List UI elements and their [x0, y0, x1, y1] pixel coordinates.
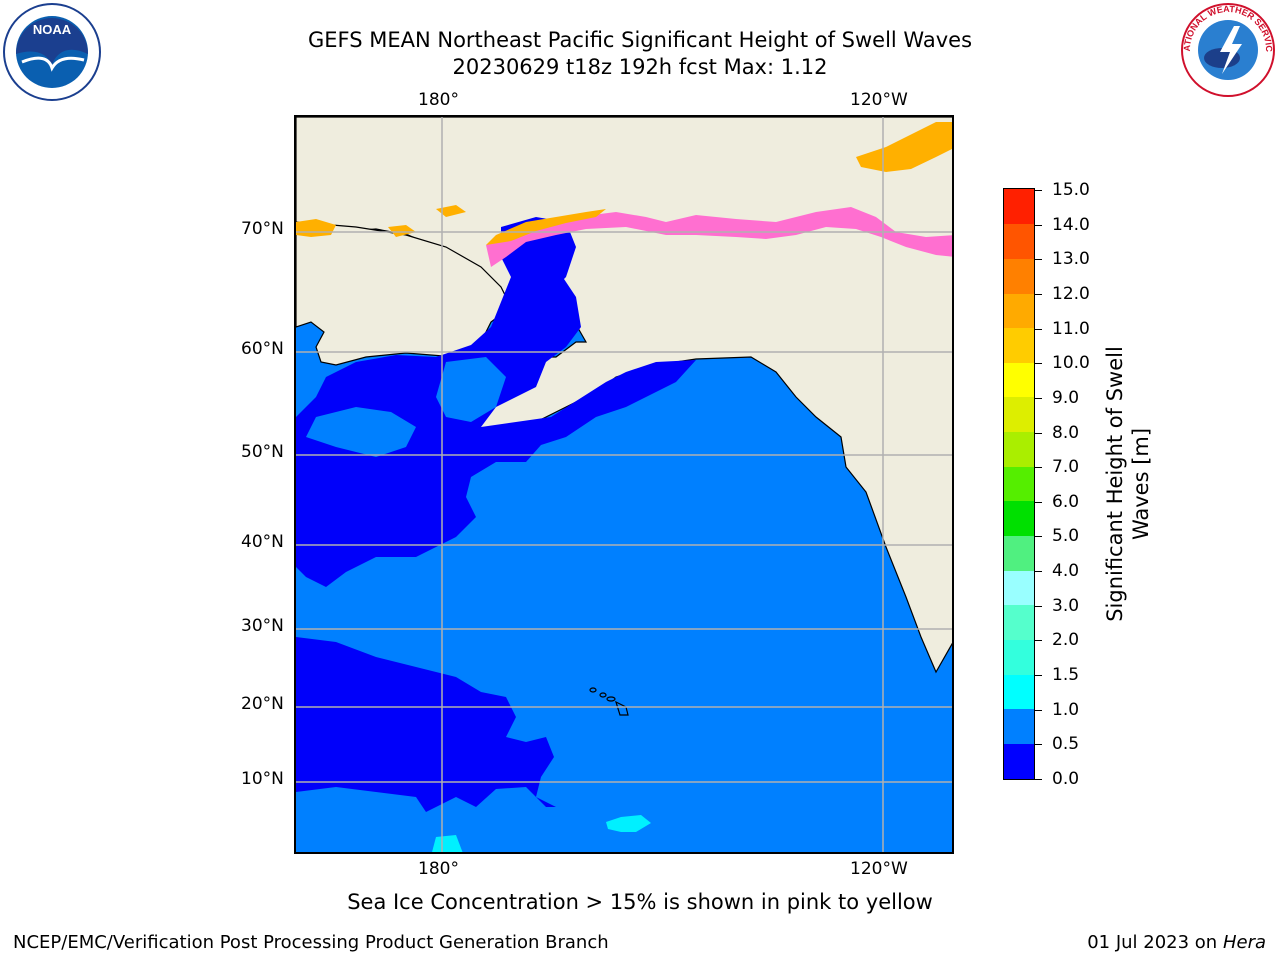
colorbar-tick-label: 13.0	[1052, 249, 1090, 270]
lat-label-60n: 60°N	[241, 339, 284, 359]
colorbar-segment	[1004, 674, 1034, 710]
colorbar-tick	[1034, 224, 1042, 226]
lat-label-50n: 50°N	[241, 442, 284, 462]
map-svg	[296, 117, 952, 852]
colorbar-title: Significant Height of Swell Waves [m]	[1102, 346, 1154, 622]
sea-ice-orange	[486, 209, 606, 245]
colorbar-tick	[1034, 779, 1042, 780]
colorbar-tick	[1034, 536, 1042, 538]
colorbar-tick-label: 12.0	[1052, 283, 1090, 304]
lat-label-70n: 70°N	[241, 219, 284, 239]
colorbar-tick	[1034, 709, 1042, 711]
noaa-logo-text: NOAA	[33, 22, 72, 37]
chart-title: GEFS MEAN Northeast Pacific Significant …	[307, 28, 973, 52]
colorbar-segment	[1004, 604, 1034, 640]
colorbar-tick	[1034, 675, 1042, 677]
colorbar-tick	[1034, 744, 1042, 746]
colorbar-tick	[1034, 293, 1042, 295]
colorbar-tick-label: 0.5	[1052, 734, 1080, 755]
ocean-swell-patch	[306, 407, 416, 457]
lat-label-40n: 40°N	[241, 532, 284, 552]
ocean-swell-1p0-1p5	[432, 835, 463, 852]
colorbar-tick	[1034, 501, 1042, 503]
lat-label-10n: 10°N	[241, 769, 284, 789]
colorbar-tick-label: 8.0	[1052, 422, 1080, 443]
colorbar-tick	[1034, 571, 1042, 573]
chart-subtitle: 20230629 t18z 192h fcst Max: 1.12	[452, 55, 828, 79]
colorbar-tick-label: 14.0	[1052, 214, 1090, 235]
colorbar-tick	[1034, 605, 1042, 607]
footer-date: 01 Jul 2023 on	[1087, 932, 1218, 953]
colorbar-tick-label: 9.0	[1052, 387, 1080, 408]
map-caption: Sea Ice Concentration > 15% is shown in …	[347, 890, 933, 914]
colorbar-segment	[1004, 570, 1034, 606]
colorbar-segment	[1004, 535, 1034, 571]
colorbar	[1003, 188, 1035, 780]
lat-label-30n: 30°N	[241, 616, 284, 636]
footer-run-info: 01 Jul 2023 on Hera	[1087, 932, 1266, 953]
top-lon-label-120w: 120°W	[850, 90, 908, 110]
colorbar-tick-label: 4.0	[1052, 561, 1080, 582]
colorbar-tick	[1034, 328, 1042, 330]
colorbar-segment	[1004, 500, 1034, 537]
colorbar-tick-label: 11.0	[1052, 318, 1090, 339]
colorbar-tick-label: 0.0	[1052, 769, 1080, 789]
ocean-swell-1p0-1p5	[606, 815, 651, 832]
bottom-lon-label-120w: 120°W	[850, 859, 908, 879]
hawaii-islands	[589, 687, 629, 716]
colorbar-tick	[1034, 363, 1042, 365]
noaa-logo: NOAA	[2, 2, 102, 102]
map-gridlines	[296, 117, 952, 852]
footer-branch: NCEP/EMC/Verification Post Processing Pr…	[13, 932, 609, 953]
sea-ice-pink	[486, 207, 952, 267]
colorbar-tick-label: 6.0	[1052, 491, 1080, 512]
map-panel	[294, 115, 954, 854]
colorbar-title-line1: Significant Height of Swell	[1103, 346, 1127, 622]
colorbar-tick-label: 5.0	[1052, 526, 1080, 547]
lat-label-20n: 20°N	[241, 694, 284, 714]
ocean-swell-0-0p5-north	[296, 247, 696, 587]
colorbar-segment	[1004, 396, 1034, 433]
top-lon-label-180: 180°	[418, 90, 459, 110]
nws-logo: NATIONAL WEATHER SERVICE	[1173, 0, 1280, 100]
colorbar-segment	[1004, 708, 1034, 744]
ocean-swell-0-0p5-south	[296, 637, 566, 812]
colorbar-tick-label: 1.5	[1052, 665, 1080, 686]
colorbar-tick	[1034, 432, 1042, 434]
colorbar-tick	[1034, 190, 1042, 191]
colorbar-segment	[1004, 639, 1034, 675]
bottom-lon-label-180: 180°	[418, 859, 459, 879]
colorbar-segment	[1004, 223, 1034, 259]
colorbar-tick-label: 3.0	[1052, 595, 1080, 616]
footer-host: Hera	[1222, 932, 1266, 953]
sea-ice-orange	[856, 122, 952, 172]
colorbar-tick	[1034, 397, 1042, 399]
colorbar-segment	[1004, 431, 1034, 467]
colorbar-segment	[1004, 362, 1034, 398]
colorbar-title-line2: Waves [m]	[1129, 427, 1153, 541]
colorbar-tick	[1034, 467, 1042, 469]
colorbar-segment	[1004, 189, 1034, 225]
colorbar-tick	[1034, 259, 1042, 261]
colorbar-segment	[1004, 292, 1034, 329]
colorbar-tick-label: 7.0	[1052, 457, 1080, 478]
sea-ice-orange	[436, 205, 466, 217]
colorbar-tick	[1034, 640, 1042, 642]
colorbar-segment	[1004, 466, 1034, 502]
colorbar-tick-label: 15.0	[1052, 180, 1090, 200]
colorbar-segment	[1004, 327, 1034, 363]
colorbar-segment	[1004, 258, 1034, 294]
sea-ice-orange	[388, 225, 416, 237]
colorbar-tick-label: 2.0	[1052, 630, 1080, 651]
colorbar-segment	[1004, 743, 1034, 779]
colorbar-tick-label: 10.0	[1052, 353, 1090, 374]
colorbar-tick-label: 1.0	[1052, 699, 1080, 720]
ocean-swell-patch	[436, 357, 506, 422]
